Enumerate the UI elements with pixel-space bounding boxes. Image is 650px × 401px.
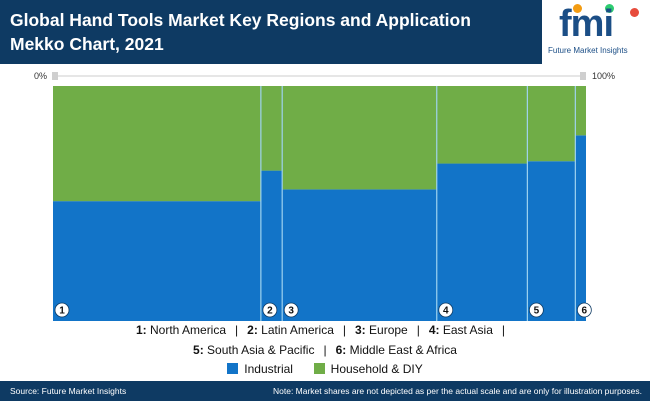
household-legend-label: Household & DIY xyxy=(330,362,423,376)
region-badge-label-1: 1 xyxy=(59,306,65,317)
legend-separator: | xyxy=(342,323,346,337)
mekko-segment-household-3 xyxy=(282,86,437,190)
mekko-segment-industrial-6 xyxy=(575,135,586,321)
chart-title: Global Hand Tools Market Key Regions and… xyxy=(10,10,471,54)
logo-dot-orange xyxy=(573,4,582,13)
mekko-segment-household-1 xyxy=(53,86,261,202)
axis-right-cap xyxy=(580,72,586,80)
region-badge-label-5: 5 xyxy=(534,306,540,317)
mekko-segment-industrial-4 xyxy=(436,163,528,321)
mekko-segment-industrial-1 xyxy=(53,201,261,321)
mekko-segment-industrial-5 xyxy=(527,161,576,321)
legend-region-num: 1: xyxy=(135,323,147,337)
legend-region-name: South Asia & Pacific xyxy=(207,343,315,357)
region-badge-label-2: 2 xyxy=(267,306,273,317)
legend-separator: | xyxy=(501,323,506,337)
note-text: Note: Market shares are not depicted as … xyxy=(272,386,642,396)
logo-dot-red xyxy=(630,8,639,17)
region-badge-5 xyxy=(528,302,544,318)
source-text: Source: Future Market Insights xyxy=(10,386,127,396)
mekko-segment-household-5 xyxy=(527,86,576,162)
header-bar: Global Hand Tools Market Key Regions and… xyxy=(0,0,650,64)
footer-bar: Source: Future Market Insights Note: Mar… xyxy=(0,381,650,401)
legend-region-name: North America xyxy=(150,323,227,337)
legend-separator: | xyxy=(416,323,420,337)
logo-dot-green xyxy=(605,4,614,13)
legend-region-num: 3: xyxy=(355,323,366,337)
region-badge-label-6: 6 xyxy=(582,306,588,317)
legend-separator: | xyxy=(323,343,327,357)
logo-subtitle: Future Market Insights xyxy=(548,46,628,55)
region-legend-line-2: 5: South Asia & Pacific | 6: Middle East &… xyxy=(0,343,650,357)
household-swatch xyxy=(313,363,325,374)
region-badge-1 xyxy=(54,302,70,318)
series-legend: Industrial Household & DIY xyxy=(0,362,650,376)
axis-left-label: 0% xyxy=(34,71,48,81)
mekko-segment-household-4 xyxy=(436,86,528,164)
legend-region-num: 5: xyxy=(193,343,204,357)
fmi-logo: fmi Future Market Insights xyxy=(542,0,650,64)
mekko-segment-industrial-2 xyxy=(260,170,283,321)
legend-region-name: Europe xyxy=(369,323,408,337)
legend-region-num: 2: xyxy=(247,323,258,337)
mekko-segment-industrial-3 xyxy=(282,189,437,321)
axis-right-label: 100% xyxy=(592,71,616,81)
region-badge-3 xyxy=(283,302,299,318)
legend-separator: | xyxy=(235,323,239,337)
legend-region-name: Latin America xyxy=(261,323,334,337)
legend-region-num: 6: xyxy=(335,343,347,357)
mekko-segment-household-6 xyxy=(575,86,586,136)
region-legend-line-1: 1: North America | 2: Latin America | 3: Eur… xyxy=(0,323,650,337)
legend-region-name: East Asia xyxy=(442,323,493,337)
legend-region-num: 4: xyxy=(428,323,440,337)
axis-left-cap xyxy=(52,72,58,80)
region-badge-6 xyxy=(576,302,592,318)
region-badge-2 xyxy=(262,302,278,318)
logo-text: fmi xyxy=(559,3,614,45)
industrial-legend-label: Industrial xyxy=(244,362,293,376)
axis-track xyxy=(52,75,586,77)
region-badge-label-4: 4 xyxy=(443,306,449,317)
region-badge-label-3: 3 xyxy=(288,306,294,317)
region-badge-4 xyxy=(438,302,454,318)
mekko-segment-household-2 xyxy=(260,86,283,171)
industrial-swatch xyxy=(227,363,239,374)
legend-region-name: Middle East & Africa xyxy=(349,343,457,357)
